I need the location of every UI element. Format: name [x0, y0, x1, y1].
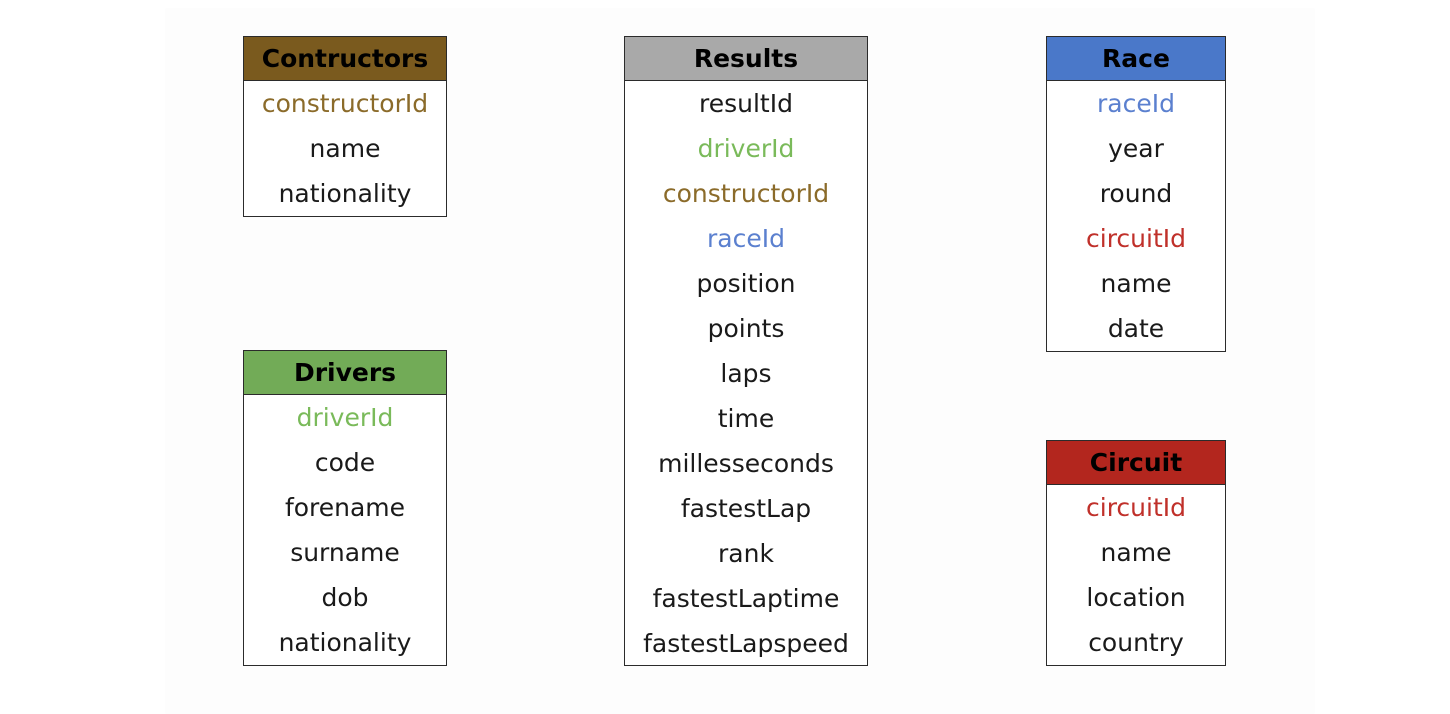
results-field-fastestlapspeed: fastestLapspeed	[643, 629, 849, 658]
circuit-table-header: Circuit	[1047, 441, 1225, 485]
contructors-field-name: name	[309, 134, 381, 163]
race-field-raceid: raceId	[1097, 89, 1175, 118]
results-field-resultid: resultId	[699, 89, 793, 118]
contructors-table-header: Contructors	[244, 37, 446, 81]
drivers-field-surname: surname	[290, 538, 400, 567]
results-field-raceid: raceId	[707, 224, 785, 253]
drivers-table-header: Drivers	[244, 351, 446, 395]
results-table-fields: resultId driverId constructorId raceId posit…	[625, 81, 867, 666]
race-table-fields: raceId year round circuitId name date	[1047, 81, 1225, 351]
race-field-round: round	[1099, 179, 1173, 208]
results-field-points: points	[707, 314, 785, 343]
drivers-field-forename: forename	[284, 493, 406, 522]
race-table-header: Race	[1047, 37, 1225, 81]
results-field-time: time	[717, 404, 775, 433]
results-table-header: Results	[625, 37, 867, 81]
race-field-circuitid: circuitId	[1086, 224, 1186, 253]
race-field-year: year	[1108, 134, 1164, 163]
results-table: Results resultId driverId constructorId rac…	[624, 36, 868, 666]
contructors-table: Contructors constructorId name nationality	[243, 36, 447, 217]
drivers-field-dob: dob	[321, 583, 369, 612]
drivers-table: Drivers driverId code forename surname dob na…	[243, 350, 447, 666]
circuit-field-country: country	[1088, 628, 1184, 657]
circuit-field-circuitid: circuitId	[1086, 493, 1186, 522]
results-field-laps: laps	[720, 359, 772, 388]
circuit-table-fields: circuitId name location country	[1047, 485, 1225, 665]
race-field-name: name	[1100, 269, 1172, 298]
results-field-rank: rank	[718, 539, 774, 568]
results-field-millesseconds: millesseconds	[658, 449, 834, 478]
contructors-table-fields: constructorId name nationality	[244, 81, 446, 216]
results-field-driverid: driverId	[697, 134, 795, 163]
circuit-field-name: name	[1100, 538, 1172, 567]
drivers-field-nationality: nationality	[278, 628, 412, 657]
circuit-field-location: location	[1086, 583, 1186, 612]
contructors-field-constructorid: constructorId	[261, 89, 429, 118]
results-field-position: position	[696, 269, 796, 298]
race-field-date: date	[1107, 314, 1165, 343]
circuit-table: Circuit circuitId name location country	[1046, 440, 1226, 666]
results-field-constructorid: constructorId	[662, 179, 830, 208]
contructors-field-nationality: nationality	[278, 179, 412, 208]
results-field-fastestlaptime: fastestLaptime	[652, 584, 840, 613]
drivers-field-driverid: driverId	[296, 403, 394, 432]
drivers-table-fields: driverId code forename surname dob nationalit…	[244, 395, 446, 665]
drivers-field-code: code	[314, 448, 376, 477]
results-field-fastestlap: fastestLap	[680, 494, 812, 523]
race-table: Race raceId year round circuitId name date	[1046, 36, 1226, 352]
